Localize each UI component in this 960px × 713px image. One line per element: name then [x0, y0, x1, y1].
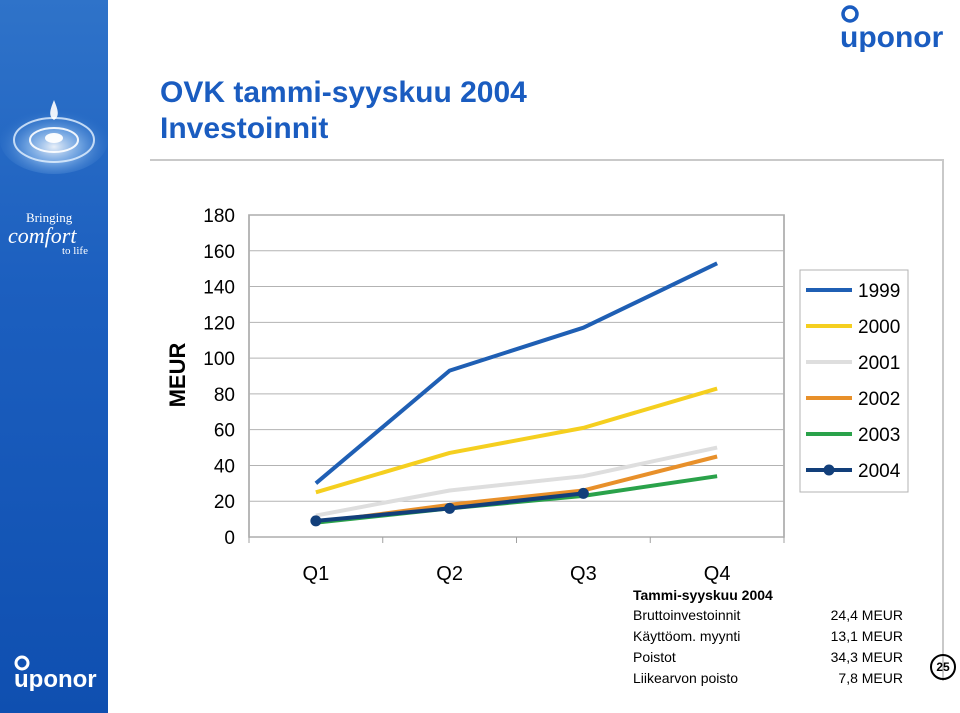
summary-row-label: Bruttoinvestoinnit: [633, 607, 741, 623]
summary-row-value: 34,3 MEUR: [830, 649, 903, 665]
summary-row: Käyttöom. myynti 13,1 MEUR: [633, 626, 903, 647]
water-drop-icon: [0, 100, 108, 174]
x-tick-label: Q4: [704, 563, 731, 585]
y-tick-label: 100: [203, 349, 235, 370]
slide-title: OVK tammi-syyskuu 2004 Investoinnit: [160, 75, 527, 147]
y-tick-label: 140: [203, 278, 235, 299]
y-tick-labels: 0 20 40 60 80 100 120 140 160 180: [203, 206, 235, 549]
tagline-line-2: comfort: [8, 223, 77, 248]
series-line-2001: [315, 445, 718, 518]
content-frame: [150, 159, 944, 681]
series-point-2004: [310, 515, 322, 527]
series-line-1999: [314, 261, 718, 485]
summary-row-label: Poistot: [633, 649, 676, 665]
legend-marker-2004: [823, 464, 835, 476]
top-logo-text: uponor: [840, 21, 944, 52]
chart-gridlines: [248, 214, 785, 543]
summary-row: Poistot 34,3 MEUR: [633, 647, 903, 668]
y-tick-label: 80: [214, 385, 235, 406]
summary-title: Tammi-syyskuu 2004: [633, 587, 773, 603]
page-number: 25: [930, 654, 956, 680]
slide-title-line-2: Investoinnit: [160, 112, 329, 145]
summary-row-value: 7,8 MEUR: [838, 670, 903, 686]
chart-series: [310, 261, 718, 527]
y-tick-label: 120: [203, 313, 235, 334]
legend-label: 2001: [858, 353, 900, 374]
y-tick-label: 40: [214, 456, 235, 477]
series-line-2000: [315, 386, 718, 495]
y-tick-label: 160: [203, 242, 235, 263]
y-axis-label: MEUR: [165, 343, 190, 408]
x-tick-label: Q1: [303, 563, 330, 585]
x-tick-label: Q2: [436, 563, 463, 585]
series-point-2004: [444, 502, 456, 514]
series-point-2004: [577, 487, 589, 499]
x-tick-labels: Q1 Q2 Q3 Q4: [303, 563, 731, 585]
summary-row-value: 24,4 MEUR: [830, 607, 903, 623]
y-tick-label: 180: [203, 206, 235, 227]
legend-box: [799, 269, 909, 493]
y-tick-label: 60: [214, 421, 235, 442]
summary-row: Liikearvon poisto 7,8 MEUR: [633, 668, 903, 689]
legend-label: 1999: [858, 281, 900, 302]
chart-legend: 1999 2000 2001 2002 2003 2004: [799, 269, 909, 493]
investment-line-chart: 0 20 40 60 80 100 120 140 160 180 Q1 Q2 Q3 Q4 MEUR 1…: [165, 206, 909, 585]
x-tick-label: Q3: [570, 563, 597, 585]
y-tick-label: 0: [224, 528, 235, 549]
side-logo-text: uponor: [14, 666, 97, 691]
uponor-logo-icon: uponor: [14, 655, 97, 691]
legend-label: 2002: [858, 389, 900, 410]
uponor-top-logo-icon: uponor: [840, 5, 944, 52]
summary-table: Tammi-syyskuu 2004 Bruttoinvestoinnit 24,…: [633, 587, 903, 689]
legend-label: 2003: [858, 425, 900, 446]
slide-title-line-1: OVK tammi-syyskuu 2004: [160, 76, 527, 109]
summary-row: Bruttoinvestoinnit 24,4 MEUR: [633, 605, 903, 626]
summary-row-label: Käyttöom. myynti: [633, 628, 741, 644]
tagline-line-3: to life: [62, 245, 88, 257]
summary-row-label: Liikearvon poisto: [633, 670, 739, 686]
legend-label: 2004: [858, 461, 901, 482]
y-tick-label: 20: [214, 492, 235, 513]
legend-label: 2000: [858, 317, 900, 338]
tagline-line-1: Bringing: [26, 210, 73, 225]
brand-tagline: Bringing comfort to life: [8, 210, 103, 257]
summary-row-value: 13,1 MEUR: [830, 628, 903, 644]
brand-sidebar: Bringing comfort to life uponor: [0, 0, 108, 713]
summary-rows: Bruttoinvestoinnit 24,4 MEUR Käyttöom. myy…: [633, 605, 903, 689]
